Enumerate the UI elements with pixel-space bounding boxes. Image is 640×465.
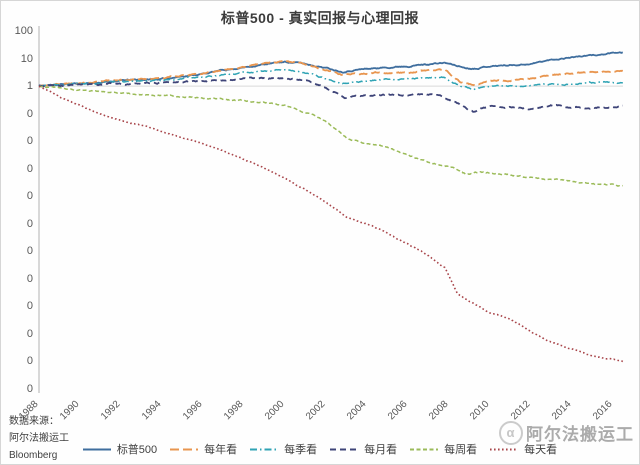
legend-label: 每天看 bbox=[524, 444, 558, 456]
series-line-每季看 bbox=[38, 68, 624, 91]
legend-line-sample bbox=[250, 448, 279, 450]
legend-line-sample bbox=[330, 448, 359, 450]
legend-line-sample bbox=[170, 448, 199, 450]
legend-item-3: 每季看 bbox=[250, 441, 317, 457]
y-tick-label: 0 bbox=[26, 300, 33, 313]
legend-line-sample bbox=[410, 448, 439, 450]
series-line-每周看 bbox=[38, 85, 623, 187]
series-line-每年看 bbox=[38, 59, 624, 88]
y-tick-label: 0 bbox=[26, 107, 33, 120]
legend-label: 每月看 bbox=[364, 444, 398, 456]
y-tick-label: 0 bbox=[26, 383, 33, 395]
data-source-line2: 阿尔法搬运工 bbox=[9, 433, 69, 444]
y-tick-label: 1 bbox=[26, 80, 33, 93]
y-tick-label: 0 bbox=[26, 327, 33, 340]
legend-label: 每季看 bbox=[284, 444, 318, 456]
y-tick-label: 100 bbox=[14, 25, 33, 37]
series-line-每天看 bbox=[38, 85, 624, 363]
legend-label: 标普500 bbox=[116, 444, 158, 456]
y-tick-label: 0 bbox=[26, 355, 33, 368]
legend-label: 每周看 bbox=[444, 444, 478, 456]
legend-item-2: 每年看 bbox=[170, 441, 237, 457]
y-tick-label: 0 bbox=[26, 135, 33, 148]
series-line-每月看 bbox=[38, 76, 623, 113]
series-line-标普500 bbox=[38, 51, 624, 87]
legend: 标普500 每年看 每季看 每月看 每周看 每天看 bbox=[1, 441, 639, 457]
chart-title: 标普500 - 真实回报与心理回报 bbox=[220, 10, 420, 26]
y-tick-label: 0 bbox=[26, 190, 33, 203]
data-source: 数据来源： 阿尔法搬运工 Bloomberg bbox=[9, 413, 69, 464]
legend-item-5: 每周看 bbox=[410, 441, 477, 457]
y-tick-label: 0 bbox=[26, 217, 33, 230]
legend-item-1: 标普500 bbox=[82, 441, 158, 457]
legend-item-6: 每天看 bbox=[490, 441, 557, 457]
y-tick-label: 0 bbox=[26, 245, 33, 258]
y-tick-label: 0 bbox=[26, 162, 33, 175]
legend-line-sample bbox=[490, 448, 519, 450]
data-source-line1: 数据来源： bbox=[9, 416, 59, 427]
legend-label: 每年看 bbox=[204, 444, 238, 456]
legend-item-4: 每月看 bbox=[330, 441, 397, 457]
y-tick-label: 0 bbox=[26, 272, 33, 285]
legend-line-sample bbox=[82, 448, 111, 450]
data-source-line3: Bloomberg bbox=[9, 450, 58, 461]
y-tick-label: 10 bbox=[20, 52, 33, 65]
